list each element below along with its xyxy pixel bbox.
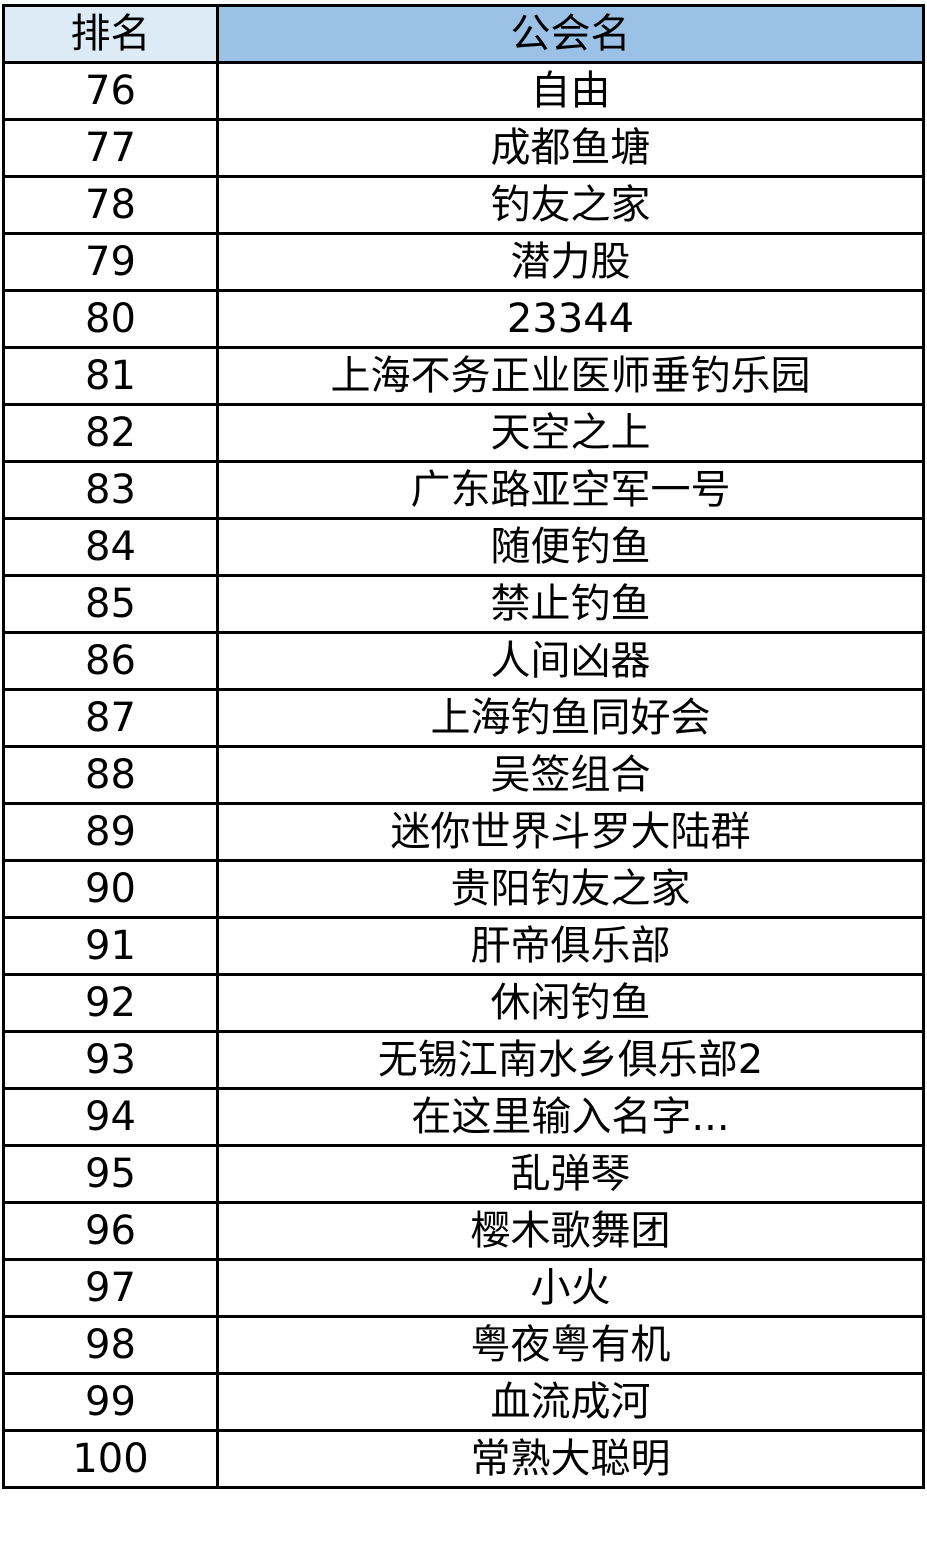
rank-cell: 93 — [2, 1030, 219, 1090]
table-row: 85 禁止钓鱼 — [2, 574, 925, 634]
guild-name-cell: 血流成河 — [216, 1372, 925, 1432]
rank-cell: 85 — [2, 574, 219, 634]
guild-name-cell: 小火 — [216, 1258, 925, 1318]
rank-cell: 80 — [2, 289, 219, 349]
table-row: 83 广东路亚空军一号 — [2, 460, 925, 520]
guild-name-cell: 钓友之家 — [216, 175, 925, 235]
table-row: 90 贵阳钓友之家 — [2, 859, 925, 919]
table-body: 76 自由 77 成都鱼塘 78 钓友之家 79 潜力股 80 23344 81 上海不务正业医师垂钓… — [2, 61, 925, 1489]
rank-cell: 92 — [2, 973, 219, 1033]
table-row: 87 上海钓鱼同好会 — [2, 688, 925, 748]
rank-column-header: 排名 — [2, 4, 219, 64]
table-row: 100 常熟大聪明 — [2, 1429, 925, 1489]
header-row: 排名 公会名 — [2, 4, 925, 64]
guild-name-cell: 肝帝俱乐部 — [216, 916, 925, 976]
guild-name-cell: 常熟大聪明 — [216, 1429, 925, 1489]
guild-ranking-table: 排名 公会名 76 自由 77 成都鱼塘 78 钓友之家 79 潜力股 80 23344 81 上海不… — [2, 4, 925, 1489]
guild-name-cell: 23344 — [216, 289, 925, 349]
table-row: 77 成都鱼塘 — [2, 118, 925, 178]
guild-name-cell: 在这里输入名字... — [216, 1087, 925, 1147]
table-row: 93 无锡江南水乡俱乐部2 — [2, 1030, 925, 1090]
rank-cell: 100 — [2, 1429, 219, 1489]
guild-name-cell: 天空之上 — [216, 403, 925, 463]
guild-name-cell: 休闲钓鱼 — [216, 973, 925, 1033]
rank-cell: 86 — [2, 631, 219, 691]
rank-cell: 87 — [2, 688, 219, 748]
table-row: 95 乱弹琴 — [2, 1144, 925, 1204]
rank-cell: 96 — [2, 1201, 219, 1261]
guild-name-cell: 潜力股 — [216, 232, 925, 292]
rank-cell: 88 — [2, 745, 219, 805]
rank-cell: 76 — [2, 61, 219, 121]
guild-name-cell: 上海钓鱼同好会 — [216, 688, 925, 748]
rank-cell: 79 — [2, 232, 219, 292]
table-row: 80 23344 — [2, 289, 925, 349]
rank-cell: 82 — [2, 403, 219, 463]
rank-cell: 90 — [2, 859, 219, 919]
rank-cell: 89 — [2, 802, 219, 862]
guild-name-cell: 迷你世界斗罗大陆群 — [216, 802, 925, 862]
rank-cell: 81 — [2, 346, 219, 406]
rank-cell: 83 — [2, 460, 219, 520]
table-row: 92 休闲钓鱼 — [2, 973, 925, 1033]
rank-cell: 94 — [2, 1087, 219, 1147]
rank-cell: 99 — [2, 1372, 219, 1432]
table-row: 97 小火 — [2, 1258, 925, 1318]
guild-name-column-header: 公会名 — [216, 4, 925, 64]
rank-cell: 95 — [2, 1144, 219, 1204]
table-row: 98 粤夜粤有机 — [2, 1315, 925, 1375]
guild-name-cell: 随便钓鱼 — [216, 517, 925, 577]
table-row: 81 上海不务正业医师垂钓乐园 — [2, 346, 925, 406]
table-row: 79 潜力股 — [2, 232, 925, 292]
rank-cell: 98 — [2, 1315, 219, 1375]
rank-cell: 78 — [2, 175, 219, 235]
table-row: 86 人间凶器 — [2, 631, 925, 691]
rank-cell: 84 — [2, 517, 219, 577]
guild-name-cell: 粤夜粤有机 — [216, 1315, 925, 1375]
guild-name-cell: 上海不务正业医师垂钓乐园 — [216, 346, 925, 406]
guild-name-cell: 人间凶器 — [216, 631, 925, 691]
table-row: 89 迷你世界斗罗大陆群 — [2, 802, 925, 862]
table-row: 91 肝帝俱乐部 — [2, 916, 925, 976]
guild-name-cell: 樱木歌舞团 — [216, 1201, 925, 1261]
table-row: 94 在这里输入名字... — [2, 1087, 925, 1147]
table-row: 76 自由 — [2, 61, 925, 121]
table-row: 99 血流成河 — [2, 1372, 925, 1432]
table-row: 82 天空之上 — [2, 403, 925, 463]
guild-name-cell: 成都鱼塘 — [216, 118, 925, 178]
rank-cell: 91 — [2, 916, 219, 976]
guild-name-cell: 无锡江南水乡俱乐部2 — [216, 1030, 925, 1090]
table-row: 88 吴签组合 — [2, 745, 925, 805]
table-row: 96 樱木歌舞团 — [2, 1201, 925, 1261]
guild-name-cell: 贵阳钓友之家 — [216, 859, 925, 919]
table-row: 84 随便钓鱼 — [2, 517, 925, 577]
rank-cell: 97 — [2, 1258, 219, 1318]
guild-name-cell: 广东路亚空军一号 — [216, 460, 925, 520]
guild-name-cell: 禁止钓鱼 — [216, 574, 925, 634]
guild-name-cell: 乱弹琴 — [216, 1144, 925, 1204]
rank-cell: 77 — [2, 118, 219, 178]
table-row: 78 钓友之家 — [2, 175, 925, 235]
guild-name-cell: 自由 — [216, 61, 925, 121]
guild-name-cell: 吴签组合 — [216, 745, 925, 805]
